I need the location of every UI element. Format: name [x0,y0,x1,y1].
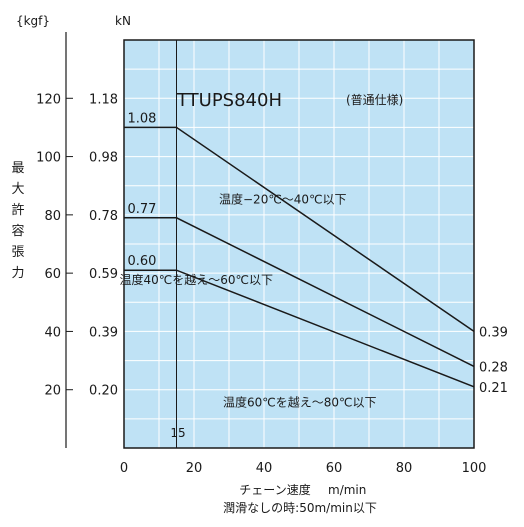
series-name-label: 温度−20℃〜40℃以下 [219,191,347,206]
y-axis-label-char: 容 [11,223,24,239]
grid [124,40,474,448]
y-tick-label-kgf: 80 [44,209,61,224]
series-name-label: 温度60℃を越え〜80℃以下 [223,394,377,409]
series-start-label: 0.77 [128,202,157,217]
y-unit-kn: kN [115,14,131,28]
y-tick-label-kn: 0.20 [89,384,118,399]
series-line [124,269,475,388]
series-name-label: 温度40℃を越え〜60℃以下 [120,272,274,287]
y-ticks: 20 0.20 40 0.39 60 0.59 80 0.78 100 0.98 120 1.18 [36,32,118,448]
x-axis-label: チェーン速度 [239,482,310,497]
x-axis-unit: m/min [328,483,366,497]
y-tick-label-kn: 0.78 [89,209,118,224]
plot-frame [123,39,475,449]
y-axis-label-char: 最 [11,161,24,176]
series-end-label: 0.28 [479,360,508,375]
marker-x-label: 15 [170,426,185,440]
y-tick-label-kgf: 100 [36,151,61,166]
y-tick-label-kn: 0.39 [89,325,118,340]
y-unit-kgf: {kgf} [16,14,50,28]
y-tick-label-kn: 0.98 [89,151,118,166]
x-tick-label: 100 [462,461,487,476]
series-group [124,126,475,388]
x-axis-note: 潤滑なしの時:50m/min以下 [223,501,377,515]
x-tick-label: 40 [256,461,273,476]
y-tick-label-kgf: 20 [44,384,61,399]
y-tick-label-kn: 1.18 [89,92,118,107]
series-line [124,217,475,368]
y-tick-label-kgf: 120 [36,92,61,107]
x-tick-label: 60 [326,461,343,476]
series-start-label: 0.60 [128,254,157,269]
series-end-label: 0.39 [479,325,508,340]
chart-title: TTUPS840H [176,90,282,111]
series-end-label: 0.21 [479,381,508,396]
series-start-label: 1.08 [128,111,157,126]
y-axis-label-char: 力 [11,266,24,281]
y-axis-label-char: 大 [11,182,24,197]
y-axis-label-char: 張 [11,245,24,260]
series-line [124,126,475,333]
y-tick-label-kgf: 40 [44,325,61,340]
x-tick-label: 20 [186,461,203,476]
y-tick-label-kgf: 60 [44,267,61,282]
x-tick-label: 80 [396,461,413,476]
y-tick-label-kn: 0.59 [89,267,118,282]
x-tick-label: 0 [120,461,128,476]
y-axis-label-char: 許 [11,203,24,218]
chart-title-note: (普通仕様) [346,93,403,107]
